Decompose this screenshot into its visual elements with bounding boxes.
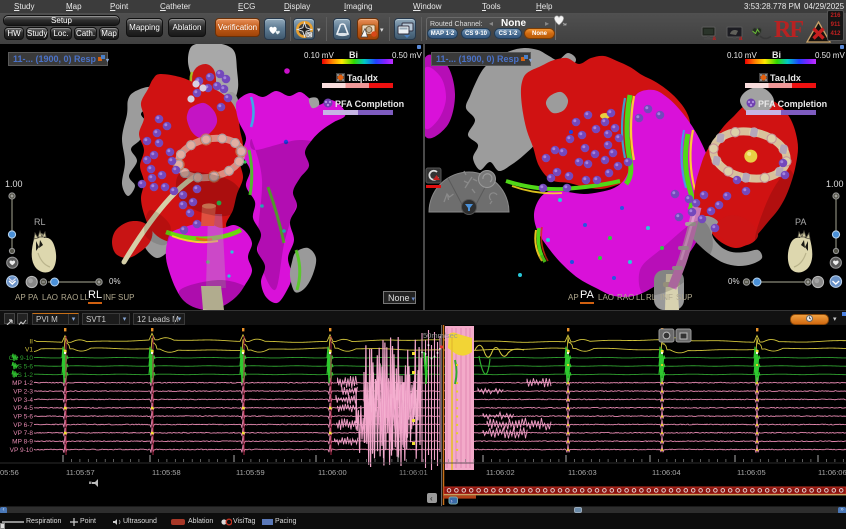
svg-text:›: › <box>451 498 453 505</box>
svg-text:VP 6-7: VP 6-7 <box>13 422 33 429</box>
svg-text:VP 5-6: VP 5-6 <box>13 414 33 421</box>
svg-text:50mm/sec: 50mm/sec <box>423 331 458 340</box>
svg-text:11:05:58: 11:05:58 <box>152 468 181 477</box>
svg-text:11:06:06: 11:06:06 <box>818 468 846 477</box>
svg-text:MP 1-2: MP 1-2 <box>12 380 33 387</box>
svg-text:11:05:59: 11:05:59 <box>236 468 265 477</box>
svg-text:CS 5-6: CS 5-6 <box>13 363 34 370</box>
svg-text:IC: IC <box>307 33 312 38</box>
svg-text:II: II <box>29 338 33 345</box>
svg-text:11:06:05: 11:06:05 <box>737 468 766 477</box>
svg-text:11:06:02: 11:06:02 <box>486 468 515 477</box>
svg-text:05:56: 05:56 <box>0 468 19 477</box>
svg-text:VP 2-3: VP 2-3 <box>13 389 33 396</box>
svg-text:a: a <box>713 36 717 40</box>
svg-text:VP 9-10: VP 9-10 <box>10 447 34 454</box>
svg-text:MS 1-2: MS 1-2 <box>12 372 33 379</box>
svg-text:MP 8-9: MP 8-9 <box>12 439 33 446</box>
svg-text:a: a <box>739 36 743 40</box>
svg-text:VP 4-5: VP 4-5 <box>13 405 33 412</box>
svg-text:VP 3-4: VP 3-4 <box>13 397 33 404</box>
svg-text:11:06:01: 11:06:01 <box>399 468 428 477</box>
svg-text:11:06:00: 11:06:00 <box>318 468 347 477</box>
svg-text:11:06:03: 11:06:03 <box>568 468 597 477</box>
svg-text:CR 9-10: CR 9-10 <box>9 355 34 362</box>
svg-text:VP 7-8: VP 7-8 <box>13 430 33 437</box>
svg-text:11:05:57: 11:05:57 <box>66 468 95 477</box>
svg-text:11:06:04: 11:06:04 <box>652 468 681 477</box>
svg-text:‹: ‹ <box>430 494 433 503</box>
svg-text:V1: V1 <box>25 347 33 354</box>
